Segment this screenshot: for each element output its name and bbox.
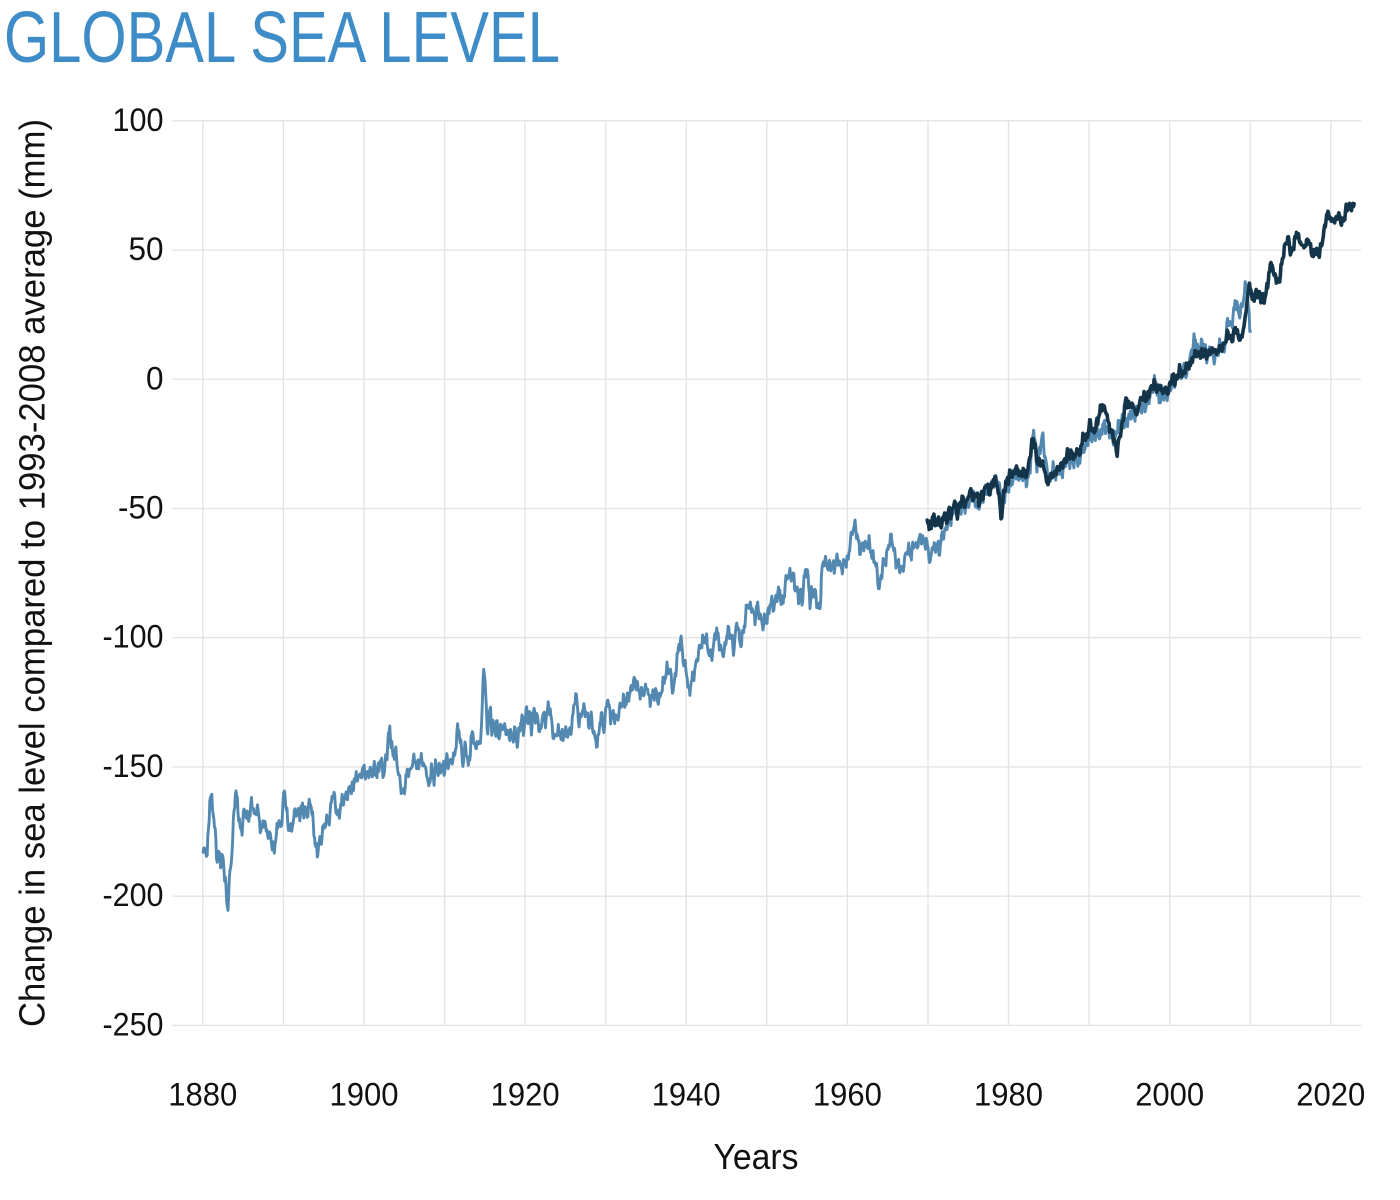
svg-text:Years: Years xyxy=(714,1136,799,1177)
svg-text:100: 100 xyxy=(113,102,164,138)
svg-text:-200: -200 xyxy=(103,877,164,913)
svg-text:1960: 1960 xyxy=(813,1077,882,1113)
svg-text:1900: 1900 xyxy=(330,1077,399,1113)
svg-text:1880: 1880 xyxy=(168,1077,237,1113)
svg-text:GLOBAL SEA LEVEL: GLOBAL SEA LEVEL xyxy=(4,0,560,78)
svg-text:-50: -50 xyxy=(118,490,164,526)
svg-text:2000: 2000 xyxy=(1135,1077,1204,1113)
svg-text:-250: -250 xyxy=(103,1006,164,1042)
svg-text:-150: -150 xyxy=(103,748,164,784)
svg-text:1940: 1940 xyxy=(652,1077,721,1113)
svg-text:-100: -100 xyxy=(103,619,164,655)
svg-text:Change in sea level compared t: Change in sea level compared to 1993-200… xyxy=(12,119,53,1027)
svg-text:0: 0 xyxy=(146,360,164,396)
svg-text:1920: 1920 xyxy=(491,1077,560,1113)
svg-text:1980: 1980 xyxy=(974,1077,1043,1113)
svg-text:2020: 2020 xyxy=(1296,1077,1365,1113)
svg-text:50: 50 xyxy=(129,231,164,267)
